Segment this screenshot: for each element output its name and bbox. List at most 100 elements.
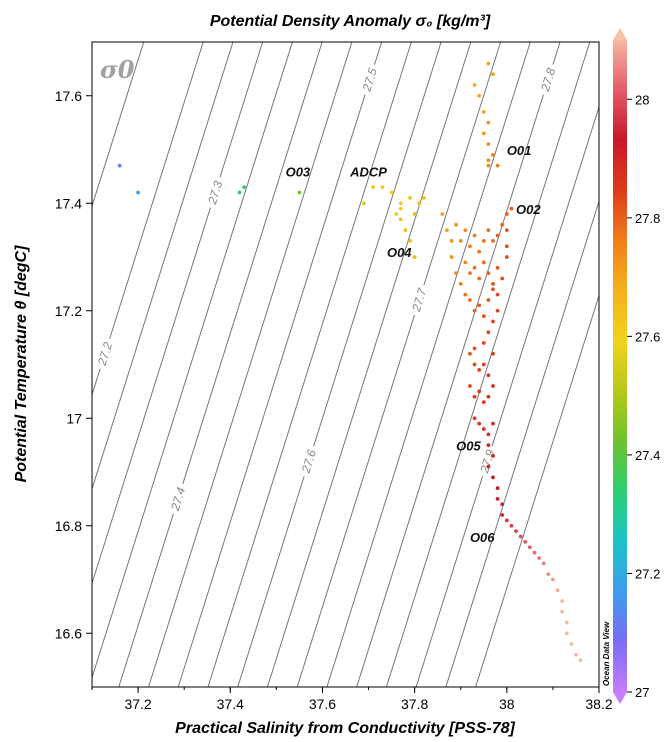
x-tick-label: 37.4 bbox=[217, 696, 244, 712]
data-point bbox=[486, 464, 491, 469]
isopycnal-label-bg bbox=[206, 177, 225, 208]
data-point bbox=[398, 201, 403, 206]
data-point bbox=[486, 298, 491, 302]
data-point bbox=[495, 496, 500, 501]
data-point bbox=[481, 314, 486, 319]
data-point bbox=[468, 271, 472, 276]
colorbar-bar bbox=[613, 40, 627, 692]
data-point bbox=[578, 658, 583, 663]
isopycnal-line bbox=[296, 42, 502, 687]
data-point bbox=[468, 384, 472, 388]
data-point bbox=[477, 249, 482, 254]
data-point bbox=[491, 319, 495, 324]
data-point bbox=[412, 212, 417, 216]
y-axis-label: Potential Temperature θ [degC] bbox=[13, 245, 30, 482]
data-point bbox=[237, 190, 242, 195]
y-tick-label: 16.8 bbox=[55, 518, 82, 534]
data-point bbox=[389, 190, 394, 195]
isopycnal-line bbox=[326, 42, 531, 687]
data-point bbox=[463, 260, 468, 265]
data-point bbox=[449, 238, 454, 243]
y-tick-label: 17.2 bbox=[55, 303, 82, 319]
data-point bbox=[472, 233, 477, 238]
data-point bbox=[371, 185, 376, 190]
data-point bbox=[518, 534, 523, 539]
plot-frame bbox=[91, 41, 600, 688]
data-point bbox=[481, 131, 486, 136]
data-point bbox=[481, 238, 486, 243]
data-point bbox=[486, 163, 491, 168]
data-point bbox=[486, 443, 491, 448]
data-point bbox=[491, 384, 495, 388]
isopycnal-label: 27.2 bbox=[95, 340, 116, 368]
colorbar-tick-label: 28 bbox=[635, 92, 649, 107]
x-tick-label: 37.2 bbox=[124, 696, 151, 712]
isopycnal-label: 27.3 bbox=[205, 179, 226, 207]
isopycnal-line bbox=[92, 42, 264, 585]
station-labels: O01 O02 O03 ADCP O04 O05 O06 bbox=[286, 143, 542, 545]
data-point bbox=[362, 201, 366, 206]
data-point bbox=[491, 281, 495, 286]
data-point bbox=[408, 195, 412, 200]
isopycnal-label-bg bbox=[169, 483, 188, 514]
station-label: O04 bbox=[387, 245, 412, 260]
data-point bbox=[477, 367, 482, 372]
colorbar-top-arrow bbox=[613, 28, 627, 40]
data-point bbox=[560, 609, 565, 614]
isopycnal-line bbox=[385, 42, 591, 687]
data-point bbox=[481, 427, 486, 431]
data-point bbox=[491, 351, 495, 356]
data-point bbox=[297, 190, 302, 195]
data-points bbox=[117, 61, 583, 663]
isopycnal-label-bg bbox=[299, 446, 318, 477]
data-point bbox=[491, 421, 495, 426]
data-point bbox=[523, 539, 528, 544]
isopycnal-line bbox=[237, 42, 442, 687]
data-point bbox=[481, 400, 486, 405]
data-point bbox=[117, 163, 122, 168]
data-point bbox=[555, 588, 560, 593]
data-point bbox=[564, 631, 569, 636]
data-point bbox=[477, 303, 482, 308]
data-point bbox=[477, 389, 482, 394]
x-tick-label: 37.6 bbox=[309, 696, 336, 712]
station-label: ADCP bbox=[349, 164, 387, 179]
data-point bbox=[486, 432, 491, 437]
data-point bbox=[537, 556, 541, 560]
isopycnal-line bbox=[207, 42, 412, 687]
data-point bbox=[421, 195, 426, 200]
data-point bbox=[417, 201, 422, 206]
data-point bbox=[500, 502, 505, 507]
data-point bbox=[491, 453, 495, 458]
isopycnal-label-bg bbox=[539, 64, 558, 95]
isopycnal-label: 27.5 bbox=[359, 66, 380, 94]
colorbar-tick-label: 27.4 bbox=[635, 448, 660, 463]
station-label: O03 bbox=[286, 164, 311, 179]
data-point bbox=[532, 550, 537, 555]
data-point bbox=[445, 228, 449, 233]
isopycnal-line bbox=[266, 42, 472, 687]
data-point bbox=[472, 346, 477, 351]
data-point bbox=[495, 308, 500, 313]
sigma-inset-label: σ0 bbox=[100, 55, 135, 84]
data-point bbox=[477, 276, 482, 281]
isopycnal-line bbox=[356, 42, 561, 687]
data-point bbox=[398, 206, 403, 211]
isopycnal-line bbox=[177, 42, 383, 687]
station-label: O06 bbox=[470, 530, 495, 545]
data-point bbox=[136, 190, 140, 195]
colorbar-tick-label: 27.2 bbox=[635, 566, 660, 581]
x-ticks: 37.2 37.4 37.6 37.8 38 38.2 bbox=[91, 687, 613, 712]
data-point bbox=[500, 513, 505, 517]
data-point bbox=[458, 281, 463, 286]
isopycnal-line bbox=[92, 42, 234, 491]
data-point bbox=[569, 642, 574, 646]
data-point bbox=[495, 292, 500, 297]
data-point bbox=[500, 222, 505, 227]
data-point bbox=[481, 362, 486, 367]
data-point bbox=[564, 620, 569, 625]
y-tick-label: 17 bbox=[66, 410, 82, 426]
data-point bbox=[481, 109, 486, 114]
